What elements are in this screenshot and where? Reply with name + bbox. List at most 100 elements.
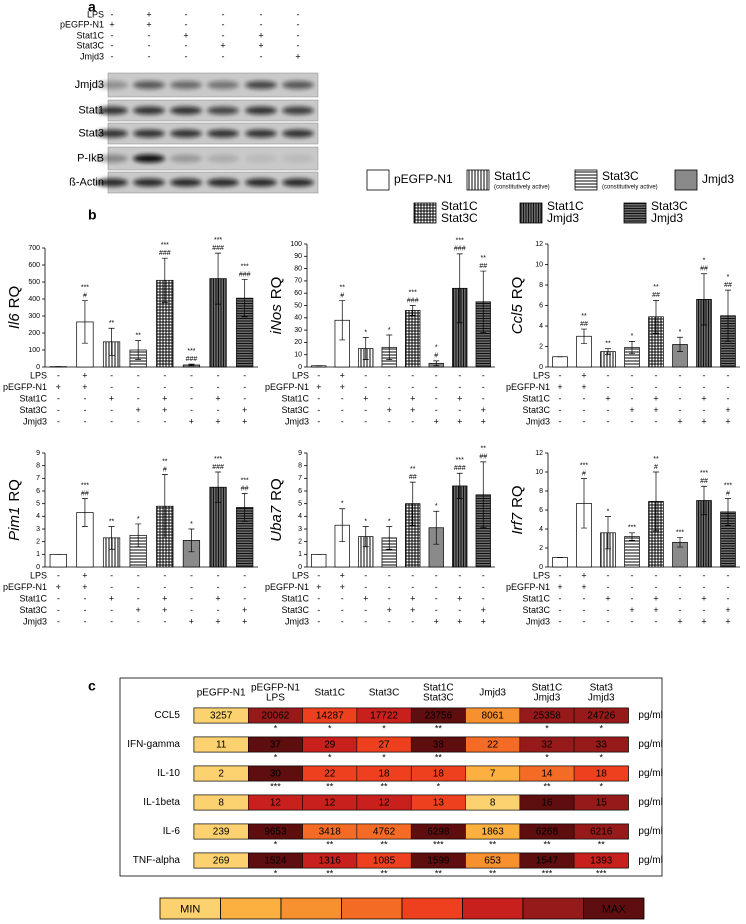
significance-label: * [388, 327, 391, 334]
y-tick-label: 400 [28, 296, 40, 303]
unit-label: pg/ml [638, 855, 662, 866]
treatment-label: pEGFP-N1 [60, 19, 104, 29]
cell-value: 18 [433, 769, 445, 780]
treatment-sign: - [388, 382, 391, 392]
treatment-sign: + [457, 593, 462, 603]
treatment-sign: - [364, 416, 367, 426]
treatment-label: Jmjd3 [285, 616, 309, 626]
treatment-sign: - [435, 405, 438, 415]
treatment-sign: - [679, 582, 682, 592]
treatment-sign: - [655, 570, 658, 580]
y-axis-gene: Pim1 [6, 507, 23, 541]
error-bar [161, 257, 168, 303]
treatment-sign: - [559, 370, 562, 380]
y-tick-label: 100 [290, 241, 302, 248]
column-header: pEGFP-N1 [251, 683, 300, 694]
treatment-sign: - [185, 51, 188, 61]
treatment-sign: - [364, 405, 367, 415]
column-header: Stat3C [369, 688, 400, 699]
treatment-sign: - [703, 605, 706, 615]
y-axis-gene: Il6 [6, 313, 23, 330]
treatment-sign: - [435, 605, 438, 615]
treatment-sign: + [725, 416, 730, 426]
treatment-label: Stat3C [522, 405, 550, 415]
cell-value: 9653 [264, 827, 287, 838]
legend-swatch [574, 169, 598, 191]
treatment-label: Stat1C [522, 393, 550, 403]
treatment-sign: - [163, 570, 166, 580]
significance-label: ** [381, 839, 389, 849]
significance-label: *** [214, 237, 222, 244]
treatment-sign: + [242, 605, 247, 615]
y-axis-unit: RQ [268, 277, 285, 300]
cell-value: 22 [487, 740, 499, 751]
heat-cell [573, 794, 629, 811]
column-header: Stat1C [423, 683, 454, 694]
error-bar [362, 337, 369, 360]
significance-label: * [545, 752, 549, 762]
significance-label: * [599, 752, 603, 762]
treatment-sign: - [243, 570, 246, 580]
y-tick-label: 0 [539, 364, 543, 371]
treatment-sign: - [110, 582, 113, 592]
treatment-sign: - [727, 382, 730, 392]
error-bar [605, 516, 611, 550]
treatment-sign: - [341, 393, 344, 403]
significance-label: ## [409, 474, 417, 481]
cell-value: 7 [490, 769, 496, 780]
treatment-sign: - [607, 605, 610, 615]
significance-label: * [382, 723, 386, 733]
treatment-sign: - [190, 605, 193, 615]
treatment-sign: + [162, 405, 167, 415]
treatment-sign: - [137, 393, 140, 403]
treatment-sign: + [146, 19, 151, 29]
y-axis-unit: RQ [509, 277, 526, 300]
y-tick-label: 0 [539, 564, 543, 571]
row-label: IL-1beta [143, 797, 180, 808]
cell-value: 22 [324, 769, 336, 780]
y-tick-label: 70 [294, 278, 302, 285]
treatment-label: pEGFP-N1 [265, 382, 309, 392]
y-tick-label: 3 [36, 526, 40, 533]
treatment-sign: + [457, 393, 462, 403]
treatment-sign: + [701, 416, 706, 426]
treatment-sign: - [190, 370, 193, 380]
unit-label: pg/ml [638, 768, 662, 779]
significance-label: ** [381, 868, 389, 878]
treatment-sign: - [559, 616, 562, 626]
treatment-label: LPS [87, 9, 104, 19]
treatment-sign: - [163, 582, 166, 592]
error-bar [339, 300, 346, 341]
treatment-sign: - [703, 570, 706, 580]
y-tick-label: 600 [28, 262, 40, 269]
blot-band [282, 106, 314, 115]
significance-label: * [328, 752, 332, 762]
significance-label: ** [653, 456, 659, 463]
legend-label: Stat3C [441, 211, 478, 225]
legend-label: Stat1C [547, 199, 584, 213]
treatment-sign: - [607, 382, 610, 392]
cell-value: 1547 [536, 856, 559, 867]
error-bar [362, 526, 369, 548]
significance-label: * [599, 781, 603, 791]
treatment-label: pEGFP-N1 [3, 382, 47, 392]
treatment-sign: - [411, 382, 414, 392]
treatment-sign: - [110, 405, 113, 415]
treatment-sign: - [317, 405, 320, 415]
error-bar [629, 532, 635, 541]
treatment-sign: + [215, 393, 220, 403]
significance-label: ## [700, 478, 708, 485]
treatment-sign: + [340, 382, 345, 392]
y-tick-label: 20 [294, 339, 302, 346]
treatment-sign: - [148, 40, 151, 50]
treatment-label: Stat1C [19, 393, 47, 403]
cell-value: 6298 [427, 827, 450, 838]
scale-segment [401, 897, 463, 920]
treatment-sign: - [679, 605, 682, 615]
significance-label: * [274, 868, 278, 878]
treatment-sign: - [727, 370, 730, 380]
treatment-sign: - [217, 570, 220, 580]
significance-label: # [654, 464, 658, 471]
significance-label: # [163, 466, 167, 473]
